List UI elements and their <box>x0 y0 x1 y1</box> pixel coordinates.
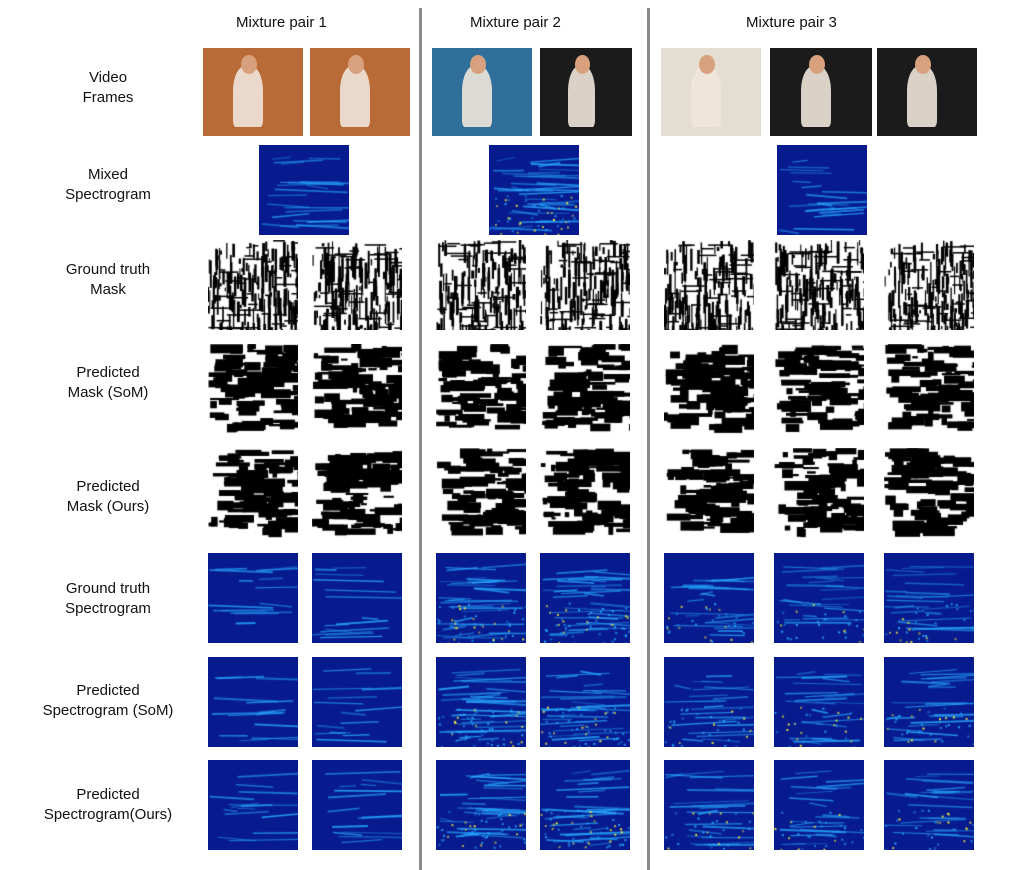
spec-row-6-pair-3-1 <box>664 553 754 643</box>
performer-head <box>574 55 590 75</box>
row-label-predicted-spectrogram-som: Predicted Spectrogram (SoM) <box>42 682 174 719</box>
video-frame-pair-2-2 <box>540 48 632 136</box>
divider-pair-2-3 <box>647 8 650 870</box>
spec-row-6-pair-1-2 <box>312 553 402 643</box>
spec-row-7-pair-3-1 <box>664 657 754 747</box>
header-mixture-pair-3: Mixture pair 3 <box>746 14 837 31</box>
spec-row-7-pair-1-2 <box>312 657 402 747</box>
mask-row-4-pair-1-1 <box>208 344 298 434</box>
mask-row-5-pair-2-1 <box>436 448 526 538</box>
spec-row-6-pair-3-3 <box>884 553 974 643</box>
mask-row-5-pair-3-1 <box>664 448 754 538</box>
spec-row-8-pair-1-2 <box>312 760 402 850</box>
mixed-spectrogram-pair-1 <box>259 145 349 235</box>
spec-row-8-pair-3-2 <box>774 760 864 850</box>
mask-row-3-pair-3-2 <box>774 240 864 330</box>
mask-row-4-pair-2-1 <box>436 344 526 434</box>
video-frame-pair-2-1 <box>432 48 532 136</box>
mask-row-3-pair-3-3 <box>884 240 974 330</box>
performer-figure <box>691 65 721 128</box>
mask-row-3-pair-1-2 <box>312 240 402 330</box>
spec-row-8-pair-1-1 <box>208 760 298 850</box>
spec-row-7-pair-3-3 <box>884 657 974 747</box>
mask-row-3-pair-3-1 <box>664 240 754 330</box>
spec-row-8-pair-2-1 <box>436 760 526 850</box>
divider-pair-1-2 <box>419 8 422 870</box>
performer-figure <box>907 65 937 128</box>
mask-row-3-pair-2-2 <box>540 240 630 330</box>
performer-head <box>915 55 931 75</box>
row-label-mixed-spectrogram: Mixed Spectrogram <box>65 166 151 203</box>
performer-head <box>470 55 486 75</box>
mask-row-4-pair-2-2 <box>540 344 630 434</box>
video-frame-pair-1-2 <box>310 48 410 136</box>
row-label-predicted-spectrogram-ours: Predicted Spectrogram(Ours) <box>43 786 173 823</box>
video-frame-pair-3-2 <box>770 48 872 136</box>
performer-head <box>348 55 364 75</box>
mixed-spectrogram-pair-3 <box>777 145 867 235</box>
mask-row-5-pair-1-1 <box>208 448 298 538</box>
mask-row-5-pair-1-2 <box>312 448 402 538</box>
spec-row-7-pair-1-1 <box>208 657 298 747</box>
performer-figure <box>340 65 370 128</box>
row-label-predicted-mask-som: Predicted Mask (SoM) <box>67 364 149 401</box>
performer-head <box>241 55 257 75</box>
mask-row-4-pair-3-3 <box>884 344 974 434</box>
spec-row-7-pair-2-1 <box>436 657 526 747</box>
row-label-ground-truth-mask: Ground truth Mask <box>65 261 151 298</box>
performer-figure <box>462 65 492 128</box>
performer-figure <box>800 65 832 128</box>
performer-figure <box>567 65 596 128</box>
mask-row-4-pair-1-2 <box>312 344 402 434</box>
spec-row-6-pair-1-1 <box>208 553 298 643</box>
header-mixture-pair-2: Mixture pair 2 <box>470 14 561 31</box>
performer-head <box>808 55 826 75</box>
spec-row-7-pair-3-2 <box>774 657 864 747</box>
mask-row-3-pair-2-1 <box>436 240 526 330</box>
spec-row-8-pair-3-1 <box>664 760 754 850</box>
mask-row-5-pair-3-2 <box>774 448 864 538</box>
mask-row-3-pair-1-1 <box>208 240 298 330</box>
row-label-predicted-mask-ours: Predicted Mask (Ours) <box>66 478 150 515</box>
mask-row-4-pair-3-2 <box>774 344 864 434</box>
spec-row-6-pair-2-1 <box>436 553 526 643</box>
mask-row-5-pair-2-2 <box>540 448 630 538</box>
spec-row-7-pair-2-2 <box>540 657 630 747</box>
mask-row-5-pair-3-3 <box>884 448 974 538</box>
mask-row-4-pair-3-1 <box>664 344 754 434</box>
row-label-video-frames: Video Frames <box>82 69 134 106</box>
video-frame-pair-1-1 <box>203 48 303 136</box>
video-frame-pair-3-3 <box>877 48 977 136</box>
video-frame-pair-3-1 <box>661 48 761 136</box>
performer-figure <box>233 65 263 128</box>
header-mixture-pair-1: Mixture pair 1 <box>236 14 327 31</box>
spec-row-6-pair-2-2 <box>540 553 630 643</box>
spec-row-6-pair-3-2 <box>774 553 864 643</box>
spec-row-8-pair-3-3 <box>884 760 974 850</box>
performer-head <box>699 55 715 75</box>
spec-row-8-pair-2-2 <box>540 760 630 850</box>
row-label-ground-truth-spectrogram: Ground truth Spectrogram <box>65 580 151 617</box>
mixed-spectrogram-pair-2 <box>489 145 579 235</box>
